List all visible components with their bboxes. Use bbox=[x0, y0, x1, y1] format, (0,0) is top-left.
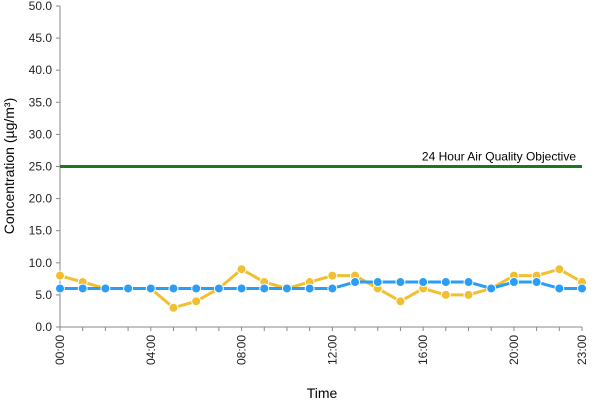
data-point bbox=[191, 296, 202, 307]
data-point bbox=[145, 283, 156, 294]
data-point bbox=[55, 270, 65, 281]
reference-line-label: 24 Hour Air Quality Objective bbox=[422, 150, 576, 164]
y-tick-label: 0.0 bbox=[35, 320, 52, 334]
x-axis-title: Time bbox=[307, 385, 338, 400]
data-point bbox=[236, 283, 247, 294]
y-tick-label: 45.0 bbox=[29, 31, 53, 45]
y-tick-label: 10.0 bbox=[29, 256, 53, 270]
data-point bbox=[463, 277, 474, 288]
x-tick-label: 00:00 bbox=[53, 335, 67, 365]
data-point bbox=[554, 264, 565, 275]
data-point bbox=[463, 289, 474, 300]
data-point bbox=[418, 277, 429, 288]
series-layer bbox=[55, 264, 587, 313]
data-point bbox=[372, 277, 383, 288]
data-point bbox=[395, 296, 406, 307]
series-2 bbox=[55, 277, 587, 294]
data-point bbox=[100, 283, 111, 294]
data-point bbox=[77, 283, 88, 294]
data-point bbox=[304, 283, 315, 294]
data-point bbox=[191, 283, 202, 294]
y-tick-label: 40.0 bbox=[29, 63, 53, 77]
y-tick-label: 25.0 bbox=[29, 160, 53, 174]
data-point bbox=[350, 277, 361, 288]
y-tick-label: 35.0 bbox=[29, 95, 53, 109]
data-point bbox=[168, 302, 179, 313]
y-tick-label: 20.0 bbox=[29, 192, 53, 206]
data-point bbox=[259, 283, 270, 294]
data-point bbox=[440, 289, 451, 300]
data-point bbox=[440, 277, 451, 288]
x-tick-label: 23:00 bbox=[575, 335, 589, 365]
y-tick-label: 30.0 bbox=[29, 127, 53, 141]
x-tick-label: 08:00 bbox=[235, 335, 249, 365]
reference-line-group: 24 Hour Air Quality Objective bbox=[60, 150, 582, 168]
data-point bbox=[236, 264, 247, 275]
data-point bbox=[531, 277, 542, 288]
y-axis-title: Concentration (µg/m³) bbox=[1, 98, 17, 234]
x-tick-label: 16:00 bbox=[416, 335, 430, 365]
data-point bbox=[281, 283, 292, 294]
x-tick-label: 12:00 bbox=[325, 335, 339, 365]
data-point bbox=[213, 283, 224, 294]
data-point bbox=[577, 283, 587, 294]
x-tick-label: 20:00 bbox=[507, 335, 521, 365]
data-point bbox=[395, 277, 406, 288]
data-point bbox=[486, 283, 497, 294]
data-point bbox=[327, 283, 338, 294]
y-tick-label: 15.0 bbox=[29, 224, 53, 238]
y-tick-label: 5.0 bbox=[35, 288, 52, 302]
y-tick-label: 50.0 bbox=[29, 0, 53, 13]
data-point bbox=[508, 277, 519, 288]
axes: 0.0 5.0 10.0 15.0 20.0 25.0 30.0 35.0 40.0 45.0 50… bbox=[29, 0, 589, 365]
x-tick-label: 04:00 bbox=[144, 335, 158, 365]
data-point bbox=[123, 283, 134, 294]
data-point bbox=[55, 283, 65, 294]
data-point bbox=[327, 270, 338, 281]
data-point bbox=[554, 283, 565, 294]
data-point bbox=[168, 283, 179, 294]
